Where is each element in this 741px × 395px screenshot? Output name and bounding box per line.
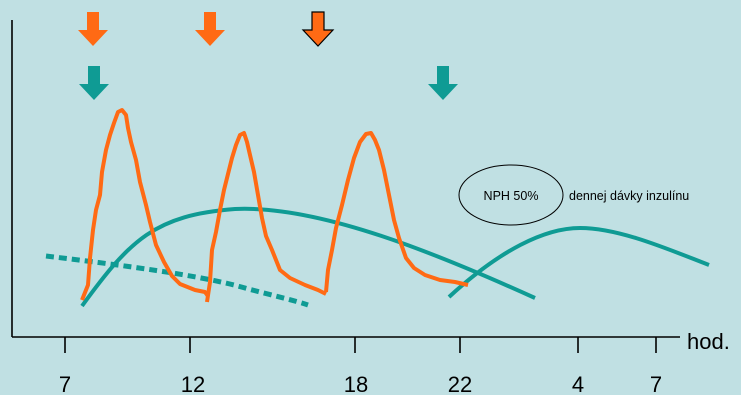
x-tick-label: 22 [448,372,472,395]
nph-curve-morning [80,206,536,308]
nph-curve-evening [447,225,710,299]
rapid-insulin-peak-dinner [324,131,469,293]
dotted-residual-curve [45,253,309,308]
down-arrow-icon [78,12,108,46]
rapid-insulin-peak-breakfast [80,108,210,301]
nph-label-ellipse [458,164,564,226]
x-tick-label: 18 [344,372,368,395]
down-arrow-icon [428,66,458,100]
nph-label: NPH 50% [484,189,539,203]
x-tick-label: 7 [650,372,662,395]
x-axis-unit-label: hod. [687,329,730,354]
dose-description: dennej dávky inzulínu [569,189,689,203]
down-arrow-icon [195,12,225,46]
down-arrow-icon [79,66,109,100]
x-tick-label: 7 [59,372,71,395]
x-tick-label: 4 [572,372,584,395]
rapid-insulin-peak-lunch [205,131,327,303]
down-arrow-icon [301,11,335,47]
x-tick-label: 12 [181,372,205,395]
